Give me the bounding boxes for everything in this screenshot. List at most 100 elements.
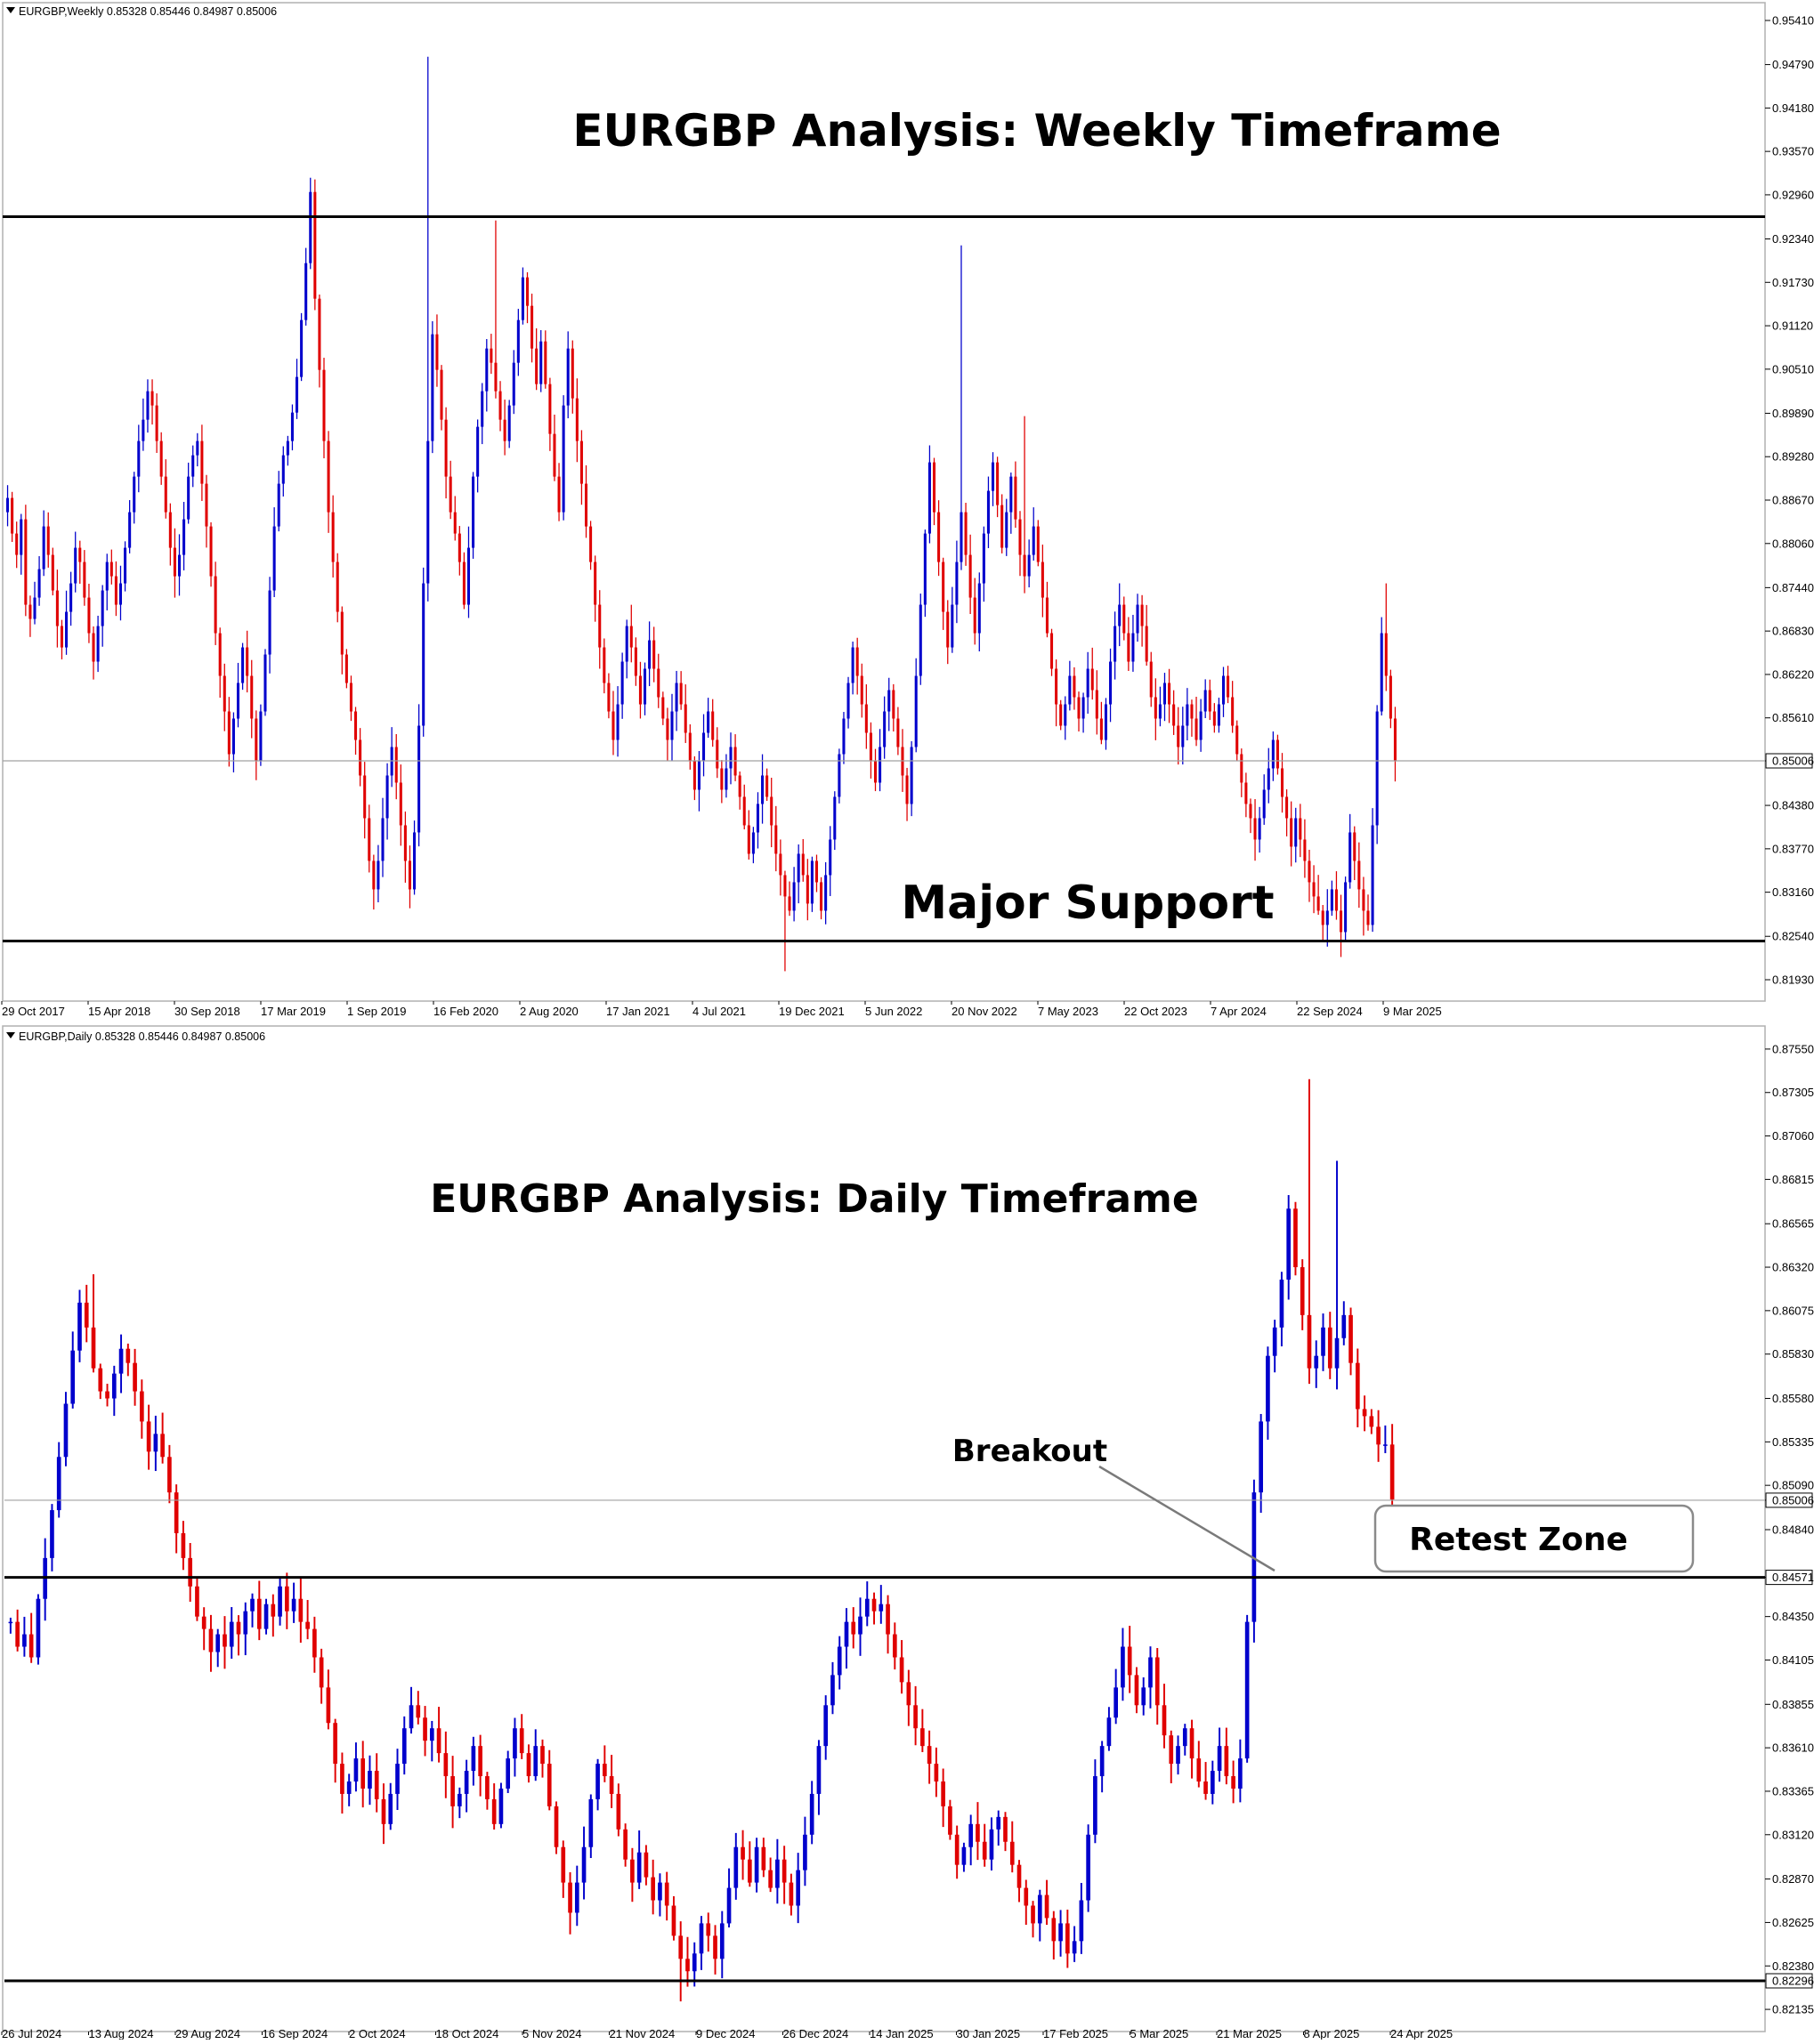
candle-body <box>395 1764 400 1794</box>
candle <box>195 1579 199 1621</box>
candle-body <box>1196 1758 1202 1781</box>
candle-body <box>312 1628 317 1658</box>
candle-body <box>1099 1746 1105 1777</box>
candle-body <box>63 1403 69 1458</box>
candle <box>413 820 417 895</box>
candle-body <box>548 384 552 434</box>
candle <box>124 541 127 592</box>
weekly-collapse-icon[interactable] <box>6 7 15 13</box>
daily-collapse-icon[interactable] <box>6 1032 15 1038</box>
candle <box>1181 707 1185 765</box>
candle <box>1327 1312 1332 1379</box>
candle <box>285 1572 289 1629</box>
y-tick-label: 0.86220 <box>1772 667 1814 681</box>
candle-body <box>381 1798 386 1824</box>
candle <box>937 500 941 577</box>
candle <box>620 652 624 719</box>
candle <box>1212 703 1216 733</box>
candle-body <box>1003 1816 1008 1842</box>
candle <box>796 1853 800 1924</box>
candle-body <box>124 547 127 584</box>
candle <box>1154 678 1157 740</box>
weekly-levels <box>3 214 1765 943</box>
candle <box>6 485 10 527</box>
candle-body <box>754 1846 759 1883</box>
candle-body <box>589 526 593 562</box>
candle-body <box>942 561 945 612</box>
candle-body <box>298 1598 304 1622</box>
candle <box>1330 880 1333 917</box>
candle <box>146 1404 151 1470</box>
candle-body <box>1169 1735 1174 1765</box>
candle <box>699 1916 704 1970</box>
y-tick-label: 0.83120 <box>1772 1828 1814 1841</box>
candle <box>707 698 710 739</box>
candle <box>968 534 972 615</box>
candle-body <box>326 1687 331 1724</box>
candle <box>340 606 344 675</box>
y-tick-label: 0.93570 <box>1772 145 1814 158</box>
candle-body <box>50 1510 54 1558</box>
candle-body <box>1145 626 1148 662</box>
candle-body <box>28 1634 34 1658</box>
x-tick-label: 2 Aug 2020 <box>520 1005 579 1018</box>
candle <box>513 1717 517 1777</box>
candle-body <box>525 277 530 306</box>
candle <box>1231 681 1235 733</box>
candle-body <box>765 775 769 797</box>
x-tick-label: 4 Jul 2021 <box>692 1005 746 1018</box>
candle-body <box>820 882 823 911</box>
candle-body <box>664 1882 669 1906</box>
candle <box>1145 604 1148 667</box>
candle <box>1079 1883 1084 1954</box>
candle-body <box>741 1846 745 1860</box>
candle-body <box>96 626 100 662</box>
candle-body <box>1380 633 1383 712</box>
candle <box>1000 494 1004 553</box>
candle-body <box>368 818 371 861</box>
candle <box>1303 819 1307 878</box>
candle-body <box>598 604 602 648</box>
candle-body <box>78 547 82 562</box>
candle-body <box>761 775 765 804</box>
candle-body <box>996 1816 1001 1830</box>
candle-body <box>989 1829 994 1860</box>
candle-body <box>205 483 208 527</box>
candle-body <box>1095 690 1098 719</box>
candle <box>462 552 466 610</box>
candle-body <box>281 455 285 484</box>
candle-body <box>478 1746 482 1777</box>
candle-body <box>838 754 841 797</box>
candle <box>263 1598 269 1635</box>
candle <box>167 1444 172 1504</box>
candle <box>864 684 868 749</box>
candle-body <box>15 1621 20 1647</box>
candle <box>575 378 579 463</box>
candle <box>1072 1926 1077 1962</box>
candle <box>670 693 674 761</box>
candle-body <box>399 782 402 826</box>
candle-body <box>1353 832 1356 861</box>
candle <box>436 1707 441 1763</box>
candle-body <box>401 1728 407 1765</box>
candle-body <box>1334 1337 1340 1369</box>
candle <box>1231 1760 1235 1804</box>
candle <box>37 556 41 606</box>
candle <box>215 1628 221 1668</box>
candle-body <box>1106 1717 1112 1747</box>
candle-body <box>1059 704 1063 726</box>
candle <box>1077 691 1081 731</box>
y-tick-label: 0.87440 <box>1772 581 1814 594</box>
candle-body <box>1127 633 1130 662</box>
candle-body <box>243 1611 248 1635</box>
candle-body <box>1141 1687 1146 1706</box>
candle <box>1014 461 1017 529</box>
candle <box>83 550 86 606</box>
candle <box>1027 539 1031 588</box>
x-tick-label: 29 Aug 2024 <box>175 2027 240 2040</box>
candle-body <box>1131 633 1135 662</box>
y-tick-label: 0.88670 <box>1772 494 1814 507</box>
candle <box>1009 473 1013 534</box>
candle <box>91 1274 96 1373</box>
